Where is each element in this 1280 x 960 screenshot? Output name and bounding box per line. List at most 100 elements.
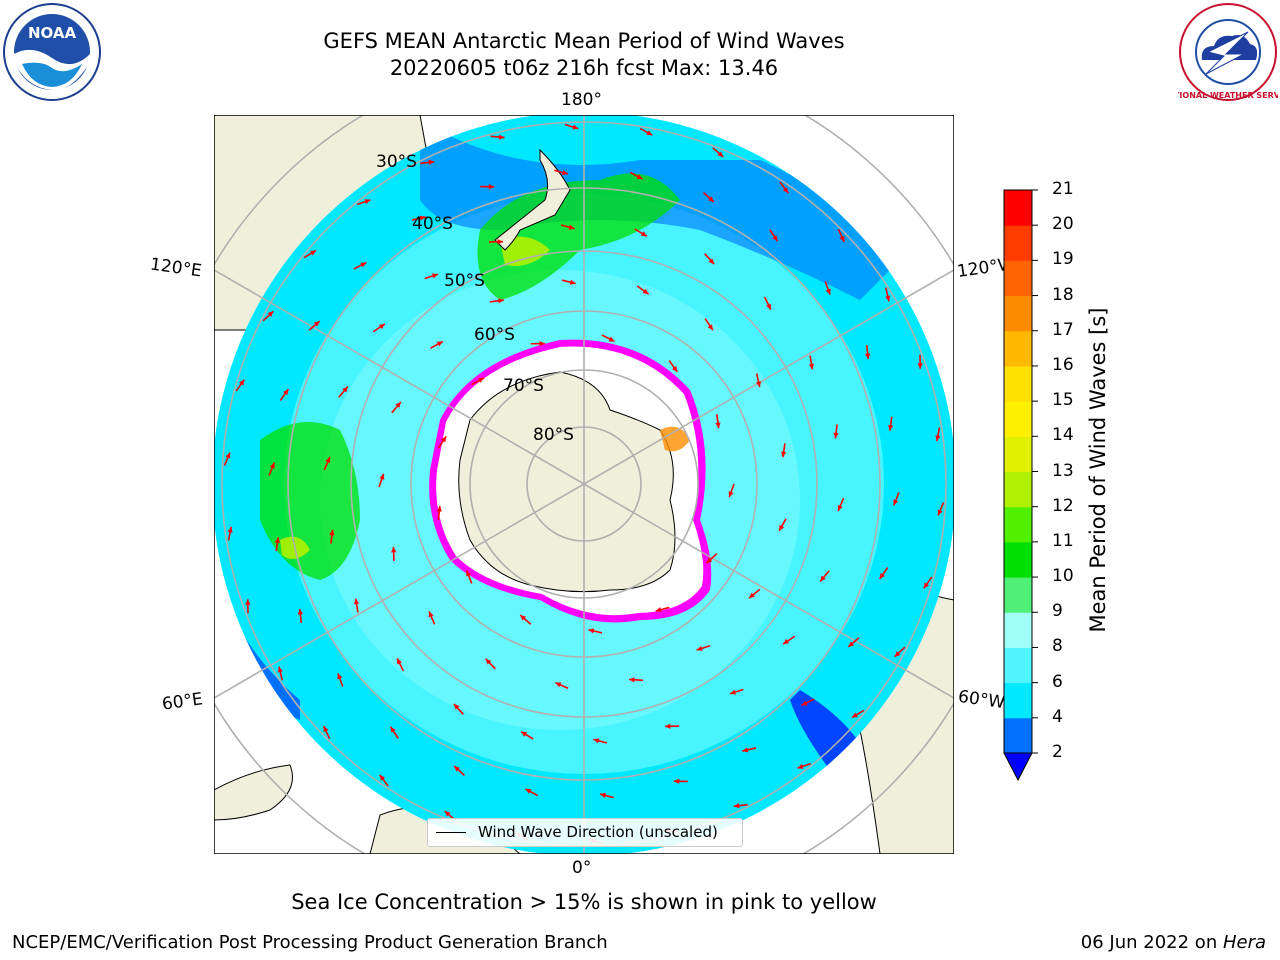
colorbar-segment [1004, 471, 1032, 508]
wind-arrow-head [498, 298, 504, 304]
wind-arrow-head [742, 747, 749, 753]
wind-arrow-head [673, 778, 680, 784]
wind-arrow-head [478, 377, 485, 383]
lat-label-30s: 30°S [376, 152, 417, 172]
wind-arrow-head [525, 788, 532, 794]
chart-subtitle: 20220605 t06z 216h fcst Max: 13.46 [389, 56, 779, 80]
colorbar-segment [1004, 612, 1032, 648]
colorbar-tick-label: 14 [1052, 425, 1074, 446]
colorbar-title: Mean Period of Wind Waves [s] [1086, 307, 1110, 633]
wind-arrow-head [297, 608, 303, 615]
wind-arrow-head [865, 353, 871, 360]
wind-arrow-head [756, 381, 762, 388]
wind-arrow-head [323, 726, 329, 733]
wind-arrow-head [444, 810, 451, 817]
wind-arrow-head [569, 279, 576, 285]
colorbar-tick-label: 10 [1052, 566, 1074, 587]
wind-arrow-head [342, 386, 348, 393]
legend-line-swatch [436, 832, 466, 833]
wind-arrow-head [600, 792, 606, 798]
wind-arrow-head [894, 651, 901, 657]
wind-arrow-head [672, 366, 678, 372]
wind-arrow-head [436, 341, 443, 347]
colorbar-tick-label: 21 [1052, 179, 1074, 199]
lon-label-0: 0° [572, 858, 592, 878]
wind-arrow-head [225, 452, 231, 459]
wind-arrow-head [655, 607, 662, 613]
wind-arrow-head [353, 598, 360, 605]
wind-arrow-head [395, 402, 401, 408]
wind-arrow-head [588, 628, 595, 634]
wind-arrow-head [879, 573, 885, 579]
colorbar-segment [1004, 330, 1032, 367]
wind-arrow-head [937, 509, 943, 516]
wind-arrow-head [520, 615, 527, 621]
colorbar-under-extension [1003, 752, 1033, 782]
colorbar-segment [1004, 365, 1032, 402]
wind-arrow-head [485, 658, 492, 665]
wind-arrow-head [364, 199, 371, 205]
colorbar-tick-label: 6 [1052, 671, 1063, 692]
colorbar-tick-label: 9 [1052, 601, 1063, 622]
lat-label-70s: 70°S [503, 376, 544, 396]
wind-arrow-head [893, 499, 899, 506]
wind-arrow-head [498, 134, 505, 140]
wind-arrow-head [636, 174, 643, 180]
wind-arrow-head [378, 323, 385, 330]
wind-arrow-head [488, 184, 495, 190]
colorbar-tick-label: 12 [1052, 495, 1074, 516]
lat-label-80s: 80°S [533, 425, 574, 445]
colorbar-segment [1004, 577, 1032, 613]
footer-right: 06 Jun 2022 on Hera [1081, 932, 1266, 953]
wind-arrow-head [833, 432, 839, 439]
wind-arrow-head [888, 424, 894, 431]
wind-arrow-head [646, 130, 653, 136]
wind-arrow-head [706, 557, 713, 564]
lat-label-60s: 60°S [474, 325, 515, 345]
wind-arrow-head [825, 288, 831, 295]
wind-arrow-head [707, 324, 713, 331]
wind-arrow-head [717, 151, 724, 158]
wind-arrow-head [432, 273, 439, 279]
colorbar-tick-label: 16 [1052, 354, 1074, 375]
wind-wave-direction-arrows [223, 123, 945, 845]
wind-arrow-head [748, 592, 755, 599]
wind-arrow-head [337, 673, 343, 680]
footer-machine: Hera [1222, 932, 1266, 953]
wind-arrow-head [313, 321, 320, 327]
wind-arrow-head [766, 303, 771, 310]
nws-logo-text: NATIONAL WEATHER SERVICE [1178, 91, 1278, 100]
wind-arrow-head [839, 235, 845, 242]
wind-arrow-head [593, 738, 600, 744]
colorbar-segment [1004, 401, 1032, 437]
wind-arrow-head [935, 435, 941, 442]
wind-arrow-head [391, 546, 397, 553]
map-legend: Wind Wave Direction (unscaled) [427, 818, 743, 847]
wind-arrow-head [708, 258, 715, 265]
sea-ice-note: Sea Ice Concentration > 15% is shown in … [291, 890, 877, 914]
colorbar-segment [1004, 682, 1032, 719]
wind-arrow-head [521, 731, 528, 737]
colorbar-tick-label: 17 [1052, 319, 1074, 340]
colorbar-tick-label: 11 [1052, 530, 1074, 551]
wind-arrow-head [390, 726, 396, 733]
colorbar-segment [1004, 190, 1032, 226]
wind-arrow-head [820, 575, 826, 582]
wind-arrow-head [781, 451, 787, 458]
wave-period-zone-north [477, 173, 680, 300]
wind-arrow-head [428, 159, 435, 165]
legend-label: Wind Wave Direction (unscaled) [478, 823, 718, 841]
wind-arrow-head [277, 666, 283, 673]
wind-arrow-head [428, 611, 434, 618]
wind-arrow-head [562, 170, 568, 176]
colorbar-tick-label: 19 [1052, 249, 1074, 270]
wind-arrow-head [608, 336, 615, 342]
wind-arrow-head [808, 363, 815, 370]
wind-arrow-head [379, 473, 385, 480]
wind-arrow-head [696, 645, 703, 651]
wind-arrow-head [801, 700, 808, 706]
colorbar-segment [1004, 260, 1032, 297]
wind-arrow-head [708, 196, 714, 202]
